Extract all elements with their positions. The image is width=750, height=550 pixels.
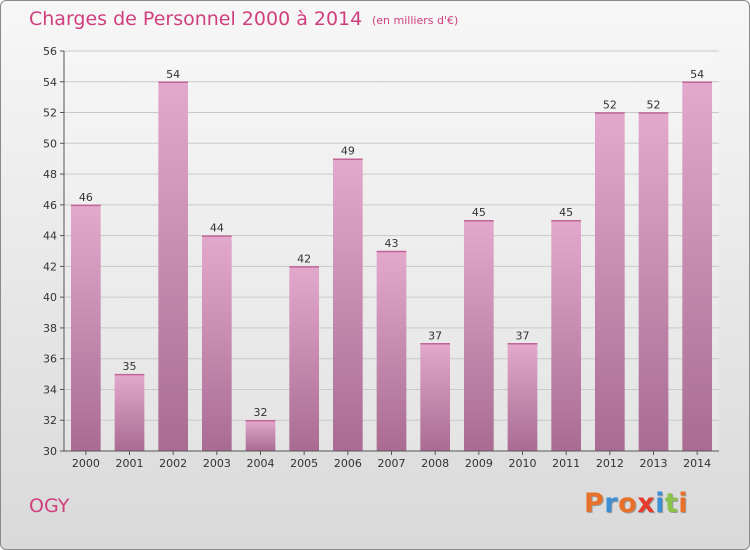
bar [201,235,232,451]
value-label: 44 [210,222,224,235]
value-label: 42 [297,252,311,265]
y-tick-label: 40 [43,291,57,304]
x-tick-label: 2007 [378,457,406,470]
bar [507,343,538,451]
x-tick-label: 2000 [72,457,100,470]
y-tick-label: 46 [43,199,57,212]
x-tick-label: 2011 [552,457,580,470]
chart-subtitle: (en milliers d'€) [372,14,459,27]
bar [682,81,713,452]
logo-letter: i [678,488,689,519]
bar [158,81,189,452]
y-tick-label: 54 [43,76,57,89]
y-tick-label: 52 [43,107,57,120]
bar [638,112,669,452]
value-label: 45 [472,206,486,219]
y-tick-label: 32 [43,414,57,427]
x-tick-label: 2005 [290,457,318,470]
proxiti-logo: Proxiti [584,488,688,519]
bar [594,112,625,452]
x-tick-label: 2010 [509,457,537,470]
y-tick-label: 30 [43,445,57,458]
value-label: 37 [516,329,530,342]
x-tick-label: 2006 [334,457,362,470]
town-name: OGY [29,495,70,517]
bar [420,343,451,451]
x-tick-label: 2009 [465,457,493,470]
x-tick-label: 2014 [683,457,711,470]
bar [114,374,145,451]
y-tick-label: 36 [43,353,57,366]
x-tick-label: 2012 [596,457,624,470]
x-tick-label: 2003 [203,457,231,470]
y-tick-label: 42 [43,260,57,273]
logo-letter: P [584,488,605,519]
y-tick-label: 38 [43,322,57,335]
value-label: 49 [341,145,355,158]
value-label: 32 [254,406,268,419]
x-tick-label: 2004 [247,457,275,470]
value-label: 52 [647,99,661,112]
y-tick-label: 56 [43,45,57,58]
value-label: 52 [603,99,617,112]
y-tick-label: 44 [43,230,57,243]
value-label: 35 [123,360,137,373]
bar [376,251,407,451]
value-label: 54 [166,68,180,81]
x-tick-label: 2013 [640,457,668,470]
y-tick-label: 50 [43,137,57,150]
bar [245,420,276,451]
logo-letter: i [655,488,665,519]
logo-letter: t [664,488,679,519]
bar [332,158,363,451]
chart-title: Charges de Personnel 2000 à 2014 [29,8,363,30]
x-tick-label: 2002 [159,457,187,470]
logo-letter: r [604,488,619,519]
value-label: 45 [559,206,573,219]
x-tick-label: 2008 [421,457,449,470]
value-label: 54 [690,68,704,81]
logo-letter: o [618,488,638,519]
value-label: 43 [385,237,399,250]
logo-letter: x [637,488,656,519]
bar [70,204,101,451]
bar [289,266,320,451]
value-label: 46 [79,191,93,204]
bar [551,220,582,451]
y-tick-label: 48 [43,168,57,181]
y-tick-label: 34 [43,383,57,396]
value-label: 37 [428,329,442,342]
x-tick-label: 2001 [116,457,144,470]
bar [463,220,494,451]
